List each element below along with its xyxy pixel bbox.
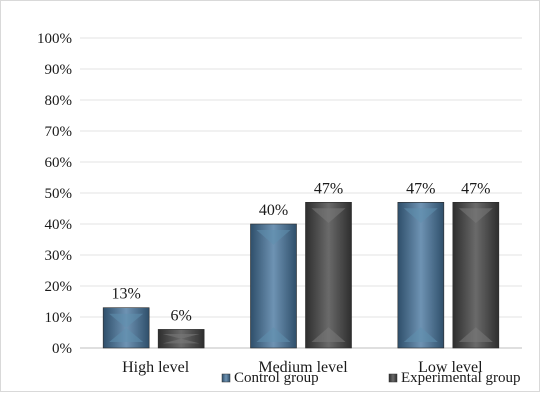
experimental-bar bbox=[157, 329, 205, 349]
y-tick-label: 80% bbox=[45, 93, 73, 109]
legend-swatch-control bbox=[221, 373, 231, 383]
experimental-bar-facet-top bbox=[162, 334, 200, 339]
data-label: 13% bbox=[112, 286, 141, 303]
experimental-bar bbox=[305, 202, 352, 349]
control-bar-facet-top bbox=[256, 230, 291, 245]
y-tick-label: 60% bbox=[45, 155, 73, 171]
control-bar-facet-bottom bbox=[403, 327, 438, 342]
control-bar bbox=[397, 202, 445, 349]
y-tick-label: 50% bbox=[45, 186, 73, 202]
legend-label-control: Control group bbox=[234, 370, 319, 386]
gridlines bbox=[80, 37, 522, 349]
y-tick-label: 20% bbox=[45, 279, 73, 295]
experimental-bar-facet-top bbox=[311, 208, 346, 223]
experimental-bar-facet-bottom bbox=[458, 327, 493, 342]
legend: Control group Experimental group bbox=[221, 370, 521, 386]
control-bar bbox=[102, 307, 150, 349]
control-bar bbox=[250, 223, 297, 349]
y-tick-label: 0% bbox=[52, 341, 72, 357]
data-label: 47% bbox=[406, 180, 435, 197]
data-labels: 13% 6% 40% 47% 47% 47% bbox=[112, 180, 491, 324]
control-bar-facet-top bbox=[403, 208, 438, 223]
bars bbox=[102, 202, 500, 349]
experimental-bar-body bbox=[452, 202, 500, 349]
y-tick-label: 100% bbox=[37, 31, 72, 47]
y-tick-label: 70% bbox=[45, 124, 73, 140]
data-label: 6% bbox=[171, 307, 192, 324]
control-bar-facet-bottom bbox=[109, 327, 144, 342]
y-axis: 0% 10% 20% 30% 40% 50% 60% 70% 80% 90% 100% bbox=[37, 31, 72, 357]
control-bar-facet-top bbox=[109, 313, 144, 328]
y-tick-label: 10% bbox=[45, 310, 73, 326]
legend-swatch-experimental bbox=[388, 373, 398, 383]
y-tick-label: 30% bbox=[45, 248, 73, 264]
y-tick-label: 40% bbox=[45, 217, 73, 233]
control-bar-body bbox=[397, 202, 445, 349]
legend-label-experimental: Experimental group bbox=[401, 370, 521, 386]
experimental-bar-facet-bottom bbox=[311, 327, 346, 342]
data-label: 47% bbox=[461, 180, 490, 197]
control-bar-facet-bottom bbox=[256, 327, 291, 342]
category-label: High level bbox=[122, 359, 190, 376]
experimental-bar-facet-bottom bbox=[162, 338, 200, 344]
experimental-bar-facet-top bbox=[458, 208, 493, 223]
experimental-bar-body bbox=[305, 202, 352, 349]
x-axis-categories: High level Medium level Low level bbox=[122, 359, 483, 376]
data-label: 47% bbox=[314, 180, 343, 197]
category-label: Low level bbox=[418, 359, 483, 376]
data-label: 40% bbox=[259, 202, 288, 219]
experimental-bar bbox=[452, 202, 500, 349]
category-label: Medium level bbox=[258, 359, 348, 376]
y-tick-label: 90% bbox=[45, 62, 73, 78]
